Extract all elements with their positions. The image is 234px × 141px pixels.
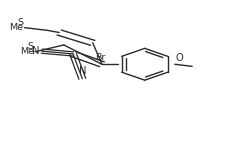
Text: S: S	[17, 18, 23, 27]
Text: S: S	[28, 42, 34, 51]
Text: O: O	[176, 53, 184, 63]
Text: N: N	[32, 46, 40, 56]
Text: Me: Me	[9, 23, 23, 32]
Text: N: N	[79, 66, 86, 76]
Text: Me: Me	[20, 47, 34, 56]
Text: Br: Br	[95, 53, 105, 61]
